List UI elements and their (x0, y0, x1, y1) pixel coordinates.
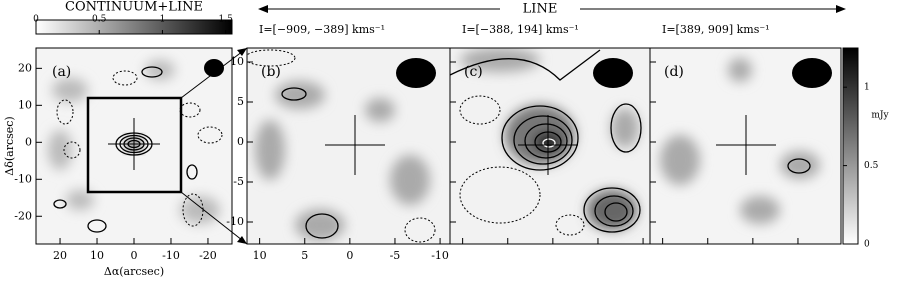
x-tick-label: 20 (53, 249, 67, 262)
y-tick-label: 0 (25, 135, 32, 148)
zoom-line (180, 191, 248, 245)
colorbar-tick-label: 1 (160, 15, 166, 25)
interval-label: I=[389, 909] kms⁻¹ (662, 23, 770, 36)
x-tick-label: 10 (253, 249, 267, 262)
panel-label: (a) (52, 64, 71, 80)
y-tick-label: 0 (237, 135, 244, 148)
map-b (247, 48, 450, 244)
y-tick-label: -20 (14, 209, 32, 222)
colorbar-tick-label: 0 (33, 15, 39, 25)
interval-label: I=[−909, −389] kms⁻¹ (259, 23, 385, 36)
x-tick-label: 0 (346, 249, 353, 262)
y-tick-label: -5 (233, 175, 244, 188)
colorbar-tick-label: 1.5 (219, 15, 234, 25)
colorbar-tick-label: 0 (864, 240, 870, 250)
x-tick-label: -10 (431, 249, 449, 262)
interval-label: I=[−388, 194] kms⁻¹ (462, 23, 579, 36)
map-d (650, 48, 841, 244)
x-axis-label: Δα(arcsec) (104, 265, 164, 278)
y-axis-label: Δδ(arcsec) (3, 116, 16, 175)
map-c (450, 48, 650, 244)
colorbar-tick-label: 0.5 (92, 15, 107, 25)
panel-label: (c) (464, 64, 483, 80)
colorbar-label: mJy (871, 111, 889, 121)
colorbar (842, 47, 859, 245)
zoom-line (180, 47, 248, 99)
x-tick-label: 0 (131, 249, 138, 262)
colorbar-tick-label: 0.5 (864, 161, 879, 171)
colorbar (35, 19, 233, 35)
x-tick-label: -20 (199, 249, 217, 262)
x-tick-label: -10 (162, 249, 180, 262)
panel-label: (d) (664, 64, 684, 80)
y-tick-label: -10 (14, 172, 32, 185)
y-tick-label: 20 (18, 61, 32, 74)
y-tick-label: 5 (237, 95, 244, 108)
x-tick-label: 5 (301, 249, 308, 262)
map-a (36, 48, 232, 244)
frame (246, 47, 842, 245)
line-header: LINE (523, 2, 558, 17)
x-tick-label: 10 (90, 249, 104, 262)
y-tick-label: 10 (230, 55, 244, 68)
panel-label: (b) (261, 64, 281, 80)
colorbar-label: CONTINUUM+LINE (65, 0, 203, 15)
colorbar-tick-label: 1 (864, 83, 870, 93)
x-tick-label: -5 (390, 249, 401, 262)
y-tick-label: 10 (18, 98, 32, 111)
y-tick-label: -10 (226, 215, 244, 228)
